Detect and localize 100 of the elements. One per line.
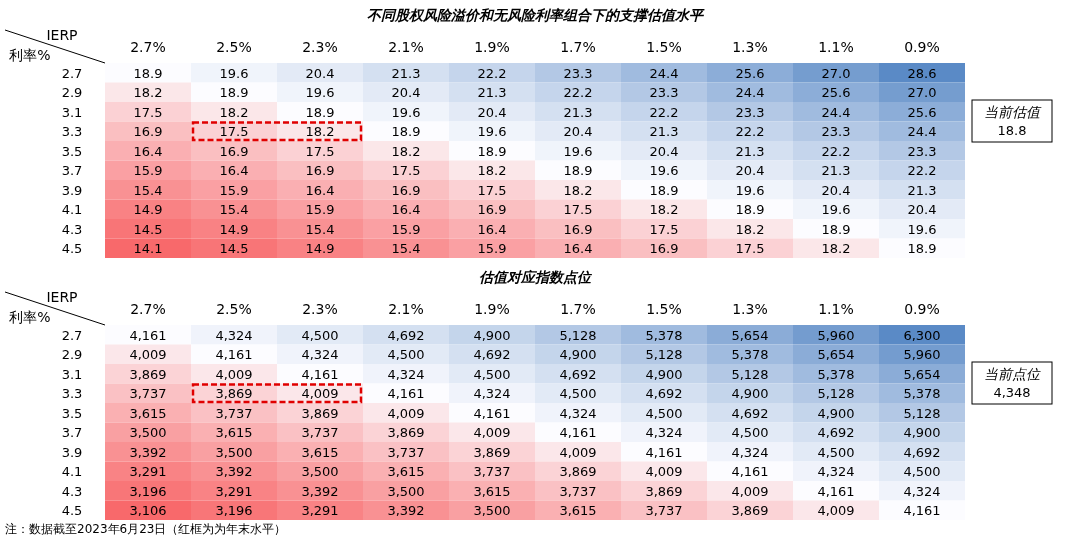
data-label: 4,009 [473,425,511,441]
data-label: 3,737 [387,444,425,460]
data-label: 23.3 [907,143,937,159]
data-label: 3,500 [301,464,339,480]
data-label: 4,500 [301,327,339,343]
data-label: 4,692 [387,327,425,343]
data-label: 4,500 [731,425,769,441]
data-label: 18.2 [563,182,593,198]
data-label: 18.2 [219,104,249,120]
data-label: 4,692 [731,405,769,421]
data-label: 22.2 [821,143,851,159]
data-label: 4,161 [559,425,597,441]
data-label: 16.4 [477,221,507,237]
data-label: 24.4 [649,65,679,81]
data-label: 4,324 [387,366,425,382]
y-tick-label: 3.7 [61,425,83,441]
data-label: 4,324 [215,327,253,343]
data-label: 4,900 [645,366,683,382]
x-tick-label: 1.7% [560,39,596,55]
x-tick-label: 0.9% [904,301,940,317]
data-label: 20.4 [735,163,765,179]
data-label: 16.9 [563,221,593,237]
data-label: 4,161 [301,366,339,382]
data-label: 3,615 [473,483,511,499]
data-label: 4,500 [387,347,425,363]
x-tick-label: 1.9% [474,301,510,317]
data-label: 19.6 [735,182,765,198]
data-label: 3,869 [301,405,339,421]
x-tick-label: 1.3% [732,39,768,55]
x-tick-label: 1.1% [818,301,854,317]
data-label: 18.2 [477,163,507,179]
x-tick-label: 2.1% [388,39,424,55]
data-label: 17.5 [735,241,765,257]
data-label: 16.4 [133,143,163,159]
data-label: 14.5 [133,221,163,237]
data-label: 18.9 [907,241,937,257]
data-label: 22.2 [563,85,593,101]
x-tick-label: 2.5% [216,39,252,55]
data-label: 15.9 [477,241,507,257]
data-label: 3,392 [301,483,339,499]
data-label: 17.5 [133,104,163,120]
data-label: 4,900 [731,386,769,402]
data-label: 4,161 [731,464,769,480]
y-tick-label: 3.1 [61,366,83,382]
data-label: 14.1 [133,241,163,257]
data-label: 27.0 [821,65,851,81]
y-tick-label: 4.1 [61,464,83,480]
data-label: 4,161 [473,405,511,421]
data-label: 4,900 [473,327,511,343]
data-label: 22.2 [477,65,507,81]
y-tick-label: 3.7 [61,163,83,179]
data-label: 22.2 [735,124,765,140]
data-label: 19.6 [219,65,249,81]
y-tick-label: 3.9 [61,182,83,198]
data-label: 15.4 [219,202,249,218]
x-tick-label: 1.1% [818,39,854,55]
data-label: 3,500 [129,425,167,441]
data-label: 24.4 [821,104,851,120]
data-label: 5,128 [645,347,683,363]
data-label: 14.5 [219,241,249,257]
data-label: 20.4 [477,104,507,120]
data-label: 3,196 [129,483,167,499]
data-label: 17.5 [563,202,593,218]
data-label: 20.4 [563,124,593,140]
data-label: 21.3 [821,163,851,179]
x-tick-label: 0.9% [904,39,940,55]
data-label: 17.5 [477,182,507,198]
data-label: 27.0 [907,85,937,101]
data-label: 18.9 [391,124,421,140]
data-label: 16.4 [219,163,249,179]
data-label: 18.2 [305,124,335,140]
data-label: 25.6 [821,85,851,101]
data-label: 15.4 [391,241,421,257]
data-label: 5,378 [731,347,769,363]
data-label: 4,324 [301,347,339,363]
data-label: 4,900 [817,405,855,421]
data-label: 4,324 [903,483,941,499]
x-tick-label: 2.5% [216,301,252,317]
data-label: 4,900 [559,347,597,363]
y-tick-label: 4.1 [61,202,83,218]
y-tick-label: 2.7 [61,327,83,343]
data-label: 3,869 [215,386,253,402]
chart-title: 估值对应指数点位 [479,269,593,285]
data-label: 19.6 [305,85,335,101]
data-label: 14.9 [305,241,335,257]
data-label: 3,615 [129,405,167,421]
y-tick-label: 3.9 [61,444,83,460]
data-label: 4,161 [215,347,253,363]
data-label: 4,009 [215,366,253,382]
data-label: 5,654 [817,347,855,363]
x-tick-label: 1.9% [474,39,510,55]
y-tick-label: 3.5 [61,143,83,159]
data-label: 3,737 [129,386,167,402]
y-tick-label: 4.5 [61,503,83,519]
data-label: 4,009 [817,503,855,519]
data-label: 15.9 [133,163,163,179]
data-label: 25.6 [907,104,937,120]
data-label: 3,737 [215,405,253,421]
data-label: 21.3 [563,104,593,120]
data-label: 18.9 [305,104,335,120]
